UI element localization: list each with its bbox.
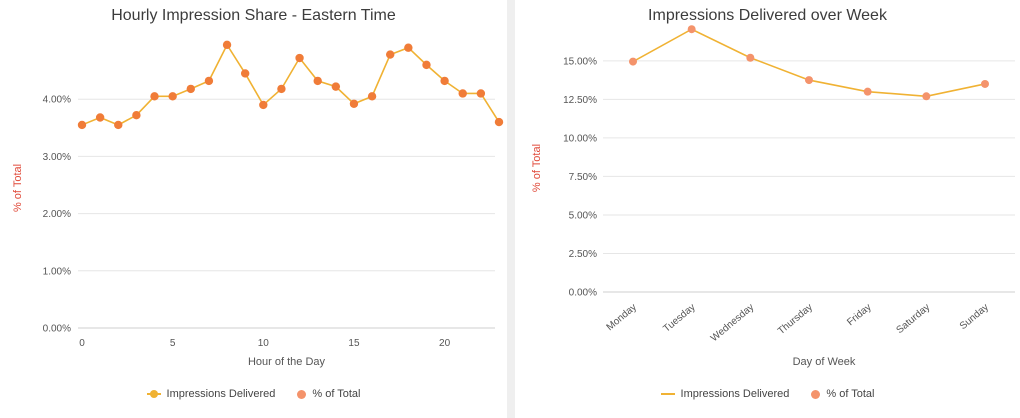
x-tick-label: Wednesday [709,302,756,344]
x-tick-label: Thursday [776,302,815,337]
y-tick-label: 12.50% [563,95,597,106]
data-point [367,92,377,101]
data-point [805,76,813,85]
y-tick-label: 1.00% [43,266,71,277]
line-dot-swatch-icon [146,389,161,399]
x-axis-title: Day of Week [793,356,856,368]
x-tick-label: Tuesday [661,302,697,335]
x-tick-label: 15 [348,338,360,349]
data-point [981,79,989,88]
data-point [259,100,268,110]
data-point [629,57,637,66]
data-point [132,111,141,120]
y-tick-label: 15.00% [563,56,597,67]
data-point [95,113,105,122]
y-axis-title: % of Total [531,144,543,192]
data-point [150,92,159,101]
impressions-line [81,43,500,126]
data-point [277,84,286,94]
data-point [77,120,87,130]
data-point [114,120,123,130]
data-point [422,60,431,70]
weekly-chart-panel: Impressions Delivered over Week 0.00% 2.5… [515,0,1020,418]
data-point [687,25,696,34]
y-tick-label: 4.00% [43,95,71,106]
x-tick-label: Friday [845,302,873,328]
legend-item-impressions-delivered[interactable]: Impressions Delivered [146,388,276,400]
x-tick-label: 20 [439,338,451,349]
weekly-chart-legend: Impressions Delivered % of Total [515,388,1020,400]
weekly-chart-svg: 0.00% 2.50% 5.00% 7.50% 10.00% 12.50% 15.00% Mo… [531,25,1015,368]
hourly-chart-title: Hourly Impression Share - Eastern Time [111,7,396,24]
legend-label: % of Total [826,388,875,400]
data-point [458,89,467,98]
data-point [295,53,304,63]
data-point [186,84,195,94]
hourly-chart-svg: 0.00% 1.00% 2.00% 3.00% 4.00% 0 5 10 15 20 Hour of… [12,40,504,368]
x-tick-label: Saturday [895,302,933,336]
data-point [168,92,177,101]
panel-divider [507,0,515,418]
y-tick-label: 10.00% [563,133,597,144]
data-point [349,99,359,108]
y-tick-label: 0.00% [43,324,71,335]
x-tick-label: 10 [258,338,270,349]
data-point [494,117,504,127]
x-tick-label: Sunday [958,302,991,332]
data-point [440,76,449,86]
data-point [240,69,250,78]
data-point [746,53,755,62]
data-point [863,87,872,96]
data-point [922,92,931,101]
hourly-chart-panel: Hourly Impression Share - Eastern Time 0… [0,0,507,418]
weekly-chart-title: Impressions Delivered over Week [648,7,887,24]
y-tick-label: 0.00% [569,288,597,299]
line-swatch-icon [660,393,675,395]
y-tick-label: 2.00% [43,209,71,220]
data-point [313,76,322,86]
dot-swatch-icon [811,389,821,399]
y-tick-label: 3.00% [43,152,71,163]
legend-item-percent-of-total[interactable]: % of Total [811,388,874,400]
hourly-chart-legend: Impressions Delivered % of Total [0,388,507,400]
y-tick-label: 2.50% [569,249,597,260]
legend-label: Impressions Delivered [680,388,790,400]
x-axis-title: Hour of the Day [248,356,326,368]
legend-label: % of Total [312,388,361,400]
data-point [331,82,341,91]
y-tick-label: 5.00% [569,210,597,221]
x-tick-label: 5 [170,338,176,349]
x-tick-label: Monday [605,302,639,333]
y-axis-title: % of Total [12,164,24,212]
impressions-line [632,28,986,98]
data-point [204,76,214,86]
legend-label: Impressions Delivered [166,388,276,400]
legend-item-percent-of-total[interactable]: % of Total [297,388,360,400]
data-point [476,89,486,98]
data-point [404,43,413,52]
data-point [386,50,395,59]
legend-item-impressions-delivered[interactable]: Impressions Delivered [660,388,790,400]
x-tick-label: 0 [79,338,85,349]
y-tick-label: 7.50% [569,172,597,183]
data-point [222,40,232,50]
dot-swatch-icon [297,389,307,399]
